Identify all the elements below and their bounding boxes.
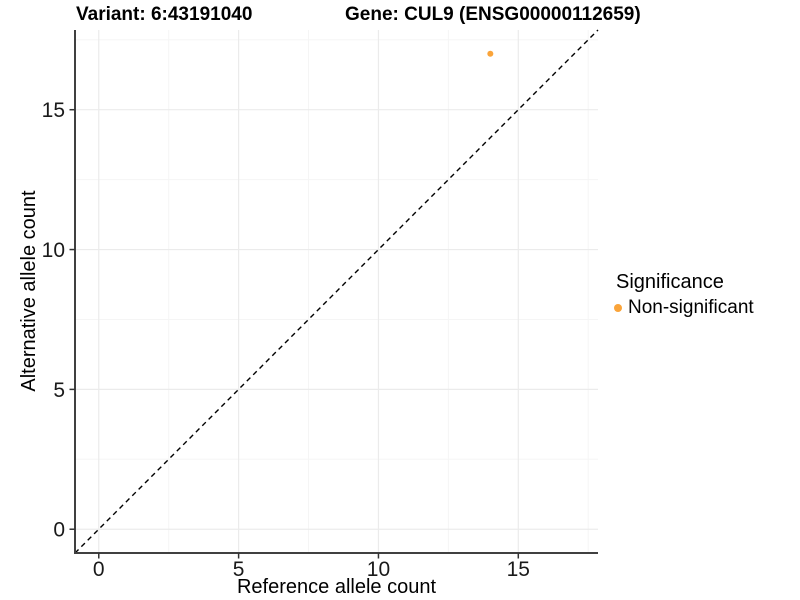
- gridlines: [75, 30, 598, 553]
- data-points[interactable]: [487, 50, 494, 57]
- legend-item-label: Non-significant: [628, 297, 754, 318]
- svg-text:0: 0: [53, 519, 65, 542]
- y-axis-title: Alternative allele count: [18, 190, 40, 392]
- svg-text:10: 10: [367, 558, 390, 581]
- scatter-point[interactable]: [487, 50, 494, 57]
- axes: [69, 30, 598, 559]
- svg-text:5: 5: [233, 558, 245, 581]
- x-axis-title: Reference allele count: [236, 576, 436, 598]
- legend-title: Significance: [616, 271, 724, 293]
- legend-point-icon: [614, 304, 622, 312]
- svg-text:15: 15: [42, 99, 65, 122]
- legend: Significance Non-significant: [614, 271, 754, 319]
- tick-labels: 0 5 10 15 0 5 10 15: [42, 99, 530, 581]
- svg-text:5: 5: [53, 379, 65, 402]
- svg-text:10: 10: [42, 239, 65, 262]
- svg-text:0: 0: [93, 558, 105, 581]
- gene-title: Gene: CUL9 (ENSG00000112659): [345, 4, 641, 25]
- variant-title: Variant: 6:43191040: [76, 4, 253, 25]
- svg-text:15: 15: [507, 558, 530, 581]
- identity-reference-line: [74, 29, 599, 554]
- legend-item[interactable]: Non-significant: [614, 297, 754, 319]
